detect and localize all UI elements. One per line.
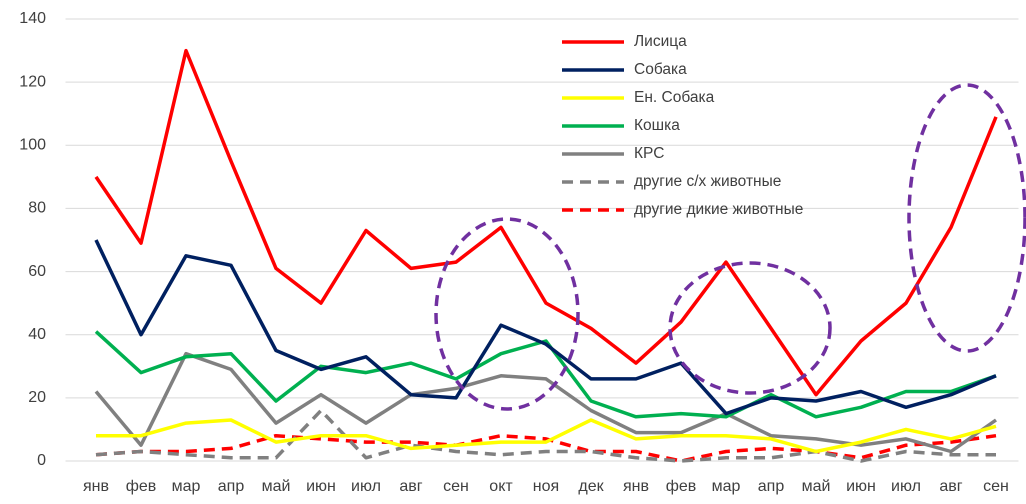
- x-tick-label: май: [262, 478, 291, 495]
- legend-label: другие дикие животные: [634, 201, 803, 218]
- series-line: [95, 408, 996, 463]
- x-tick-label: сен: [443, 478, 469, 495]
- x-tick-label: окт: [489, 478, 513, 495]
- series-line: [94, 351, 998, 454]
- x-tick-label: июн: [306, 478, 336, 495]
- highlight-ellipse: [434, 217, 580, 411]
- highlight-ellipse: [907, 83, 1026, 353]
- legend: Лисица Собака Ен. Собака Кошка КРС другие с/х…: [562, 33, 803, 218]
- series-line: [95, 433, 997, 463]
- y-tick-label: 20: [28, 389, 46, 406]
- x-tick-label: сен: [983, 478, 1009, 495]
- x-tick-label: фев: [666, 478, 697, 495]
- y-tick-label: 140: [19, 10, 46, 27]
- annotations: [434, 83, 1026, 411]
- series-line: [94, 330, 997, 419]
- highlight-ellipse: [668, 261, 832, 395]
- series-line: [94, 48, 998, 397]
- legend-label: Лисица: [634, 33, 687, 50]
- x-tick-label: июн: [846, 478, 876, 495]
- y-tick-label: 60: [28, 263, 46, 280]
- x-tick-label: авг: [399, 478, 422, 495]
- legend-label: Кошка: [634, 117, 680, 134]
- x-tick-label: мар: [712, 478, 741, 495]
- x-tick-label: май: [802, 478, 831, 495]
- x-tick-label: янв: [623, 478, 649, 495]
- y-tick-label: 100: [19, 137, 46, 154]
- legend-label: Ен. Собака: [634, 89, 715, 106]
- x-tick-label: дек: [578, 478, 604, 495]
- x-tick-label: авг: [939, 478, 962, 495]
- x-tick-label: ноя: [533, 478, 559, 495]
- x-tick-label: апр: [218, 478, 245, 495]
- y-tick-label: 120: [19, 73, 46, 90]
- x-tick-label: июл: [891, 478, 921, 495]
- x-tick-label: мар: [172, 478, 201, 495]
- legend-label: Собака: [634, 61, 687, 78]
- y-tick-label: 40: [28, 326, 46, 343]
- x-tick-label: фев: [126, 478, 157, 495]
- x-tick-label: апр: [758, 478, 785, 495]
- y-tick-label: 80: [28, 200, 46, 217]
- series-line: [96, 418, 997, 454]
- plot: [94, 48, 998, 463]
- series-line: [94, 239, 997, 416]
- x-tick-label: июл: [351, 478, 381, 495]
- legend-label: КРС: [634, 145, 664, 162]
- x-tick-label: янв: [83, 478, 109, 495]
- y-tick-label: 0: [37, 452, 46, 469]
- legend-label: другие с/х животные: [634, 173, 781, 190]
